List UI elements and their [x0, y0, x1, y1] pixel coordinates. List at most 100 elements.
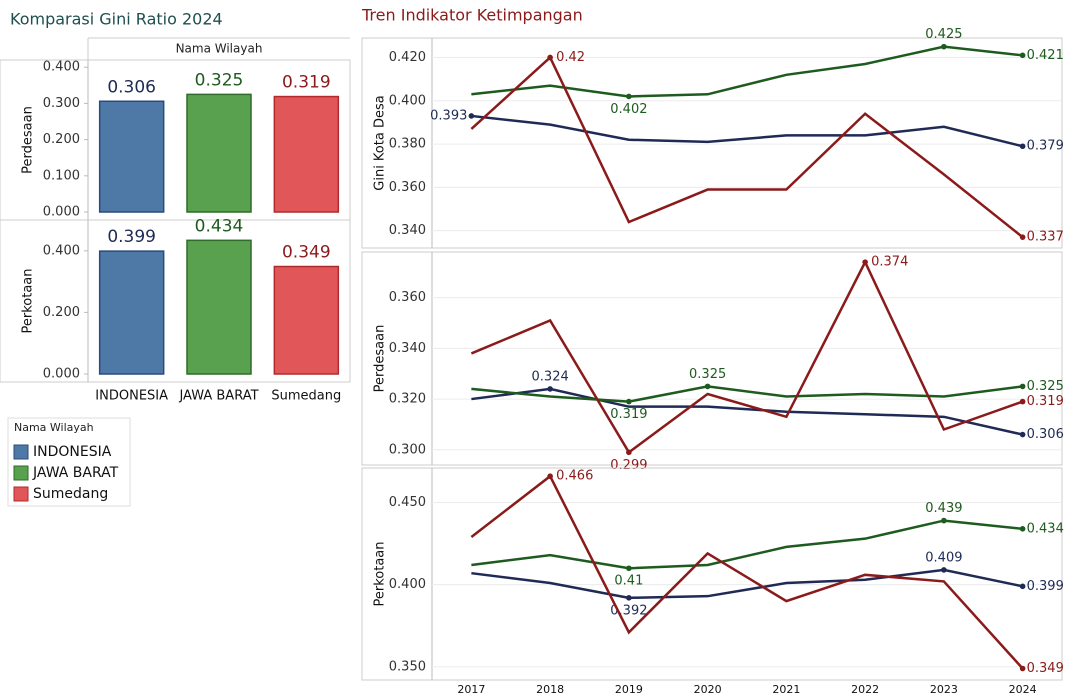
data-label: 0.337 — [1027, 230, 1064, 245]
point — [1019, 526, 1026, 532]
column-header: Nama Wilayah — [176, 42, 263, 56]
x-tick-label: 2022 — [851, 683, 879, 696]
y-tick-label: 0.400 — [389, 577, 426, 592]
legend-label: Sumedang — [33, 486, 108, 502]
y-tick-label: 0.360 — [389, 180, 426, 195]
y-tick-label: 0.400 — [43, 243, 80, 258]
legend-swatch — [13, 444, 29, 460]
point — [468, 113, 475, 119]
data-label: 0.325 — [689, 367, 726, 382]
bar — [98, 250, 165, 375]
data-label: 0.409 — [925, 550, 962, 565]
data-label: 0.325 — [1027, 379, 1064, 394]
y-axis-title: Perkotaan — [21, 268, 36, 333]
data-label: 0.402 — [610, 102, 647, 117]
x-tick-label: Sumedang — [271, 389, 341, 404]
data-label: 0.466 — [556, 469, 593, 484]
point — [1019, 431, 1026, 438]
series-line — [471, 114, 1023, 148]
bar-value-label: 0.399 — [107, 227, 156, 247]
bar-value-label: 0.319 — [282, 73, 331, 93]
bar — [273, 95, 340, 213]
series-line — [470, 474, 1024, 670]
series-line — [470, 259, 1024, 455]
series-line — [470, 55, 1024, 239]
bar-title: Komparasi Gini Ratio 2024 — [10, 10, 223, 29]
x-tick-label: 2019 — [615, 683, 643, 696]
point — [1019, 383, 1026, 390]
point — [626, 93, 632, 100]
series-line — [471, 519, 1023, 570]
data-label: 0.349 — [1027, 661, 1064, 676]
point — [626, 398, 632, 405]
legend-swatch — [13, 465, 29, 481]
point — [941, 517, 947, 524]
data-label: 0.41 — [614, 574, 643, 589]
panel-frame — [0, 219, 351, 383]
y-tick-label: 0.000 — [43, 205, 80, 220]
series-line — [471, 45, 1023, 98]
data-label: 0.399 — [1027, 579, 1064, 594]
bar — [273, 265, 340, 375]
bar — [186, 239, 252, 375]
x-tick-label: 2018 — [536, 683, 564, 696]
point — [1019, 143, 1026, 150]
y-tick-label: 0.000 — [43, 367, 80, 382]
y-tick-label: 0.450 — [389, 495, 426, 510]
legend-label: INDONESIA — [33, 444, 112, 460]
x-tick-label: JAWA BARAT — [178, 389, 258, 404]
data-label: 0.42 — [556, 50, 585, 65]
data-label: 0.434 — [1027, 521, 1064, 536]
point — [1019, 398, 1026, 405]
y-tick-label: 0.380 — [389, 137, 426, 152]
data-label: 0.319 — [610, 407, 647, 422]
x-tick-label: 2024 — [1009, 683, 1037, 696]
bar — [98, 100, 165, 213]
point — [941, 567, 947, 573]
data-label: 0.425 — [925, 27, 962, 42]
data-label: 0.374 — [871, 255, 908, 270]
panel-frame — [361, 37, 1063, 249]
point — [626, 595, 632, 601]
series-line — [471, 385, 1023, 403]
y-tick-label: 0.400 — [389, 93, 426, 108]
y-tick-label: 0.360 — [389, 290, 426, 305]
point — [547, 54, 553, 61]
bar-value-label: 0.434 — [195, 216, 244, 236]
data-label: 0.319 — [1027, 394, 1064, 409]
series-line — [471, 568, 1023, 600]
legend-frame — [7, 417, 131, 507]
x-tick-label: 2017 — [457, 683, 485, 696]
data-label: 0.421 — [1027, 48, 1064, 63]
data-label: 0.306 — [1027, 427, 1064, 442]
y-tick-label: 0.300 — [389, 442, 426, 457]
y-tick-label: 0.100 — [43, 168, 80, 183]
point — [1019, 583, 1026, 590]
legend-label: JAWA BARAT — [32, 465, 119, 481]
line-title: Tren Indikator Ketimpangan — [361, 6, 583, 25]
y-axis-title: Perkotaan — [373, 541, 388, 606]
point — [941, 43, 947, 50]
bar-value-label: 0.349 — [282, 243, 331, 263]
bar — [186, 93, 252, 213]
point — [626, 449, 632, 456]
y-tick-label: 0.350 — [389, 659, 426, 674]
y-tick-label: 0.300 — [43, 96, 80, 111]
y-axis-title: Perdesaan — [373, 325, 388, 393]
y-tick-label: 0.320 — [389, 392, 426, 407]
y-tick-label: 0.200 — [43, 305, 80, 320]
point — [1019, 234, 1026, 240]
point — [704, 383, 711, 390]
panel-frame — [361, 467, 1063, 681]
point — [547, 386, 553, 392]
series-line — [471, 387, 1023, 436]
bar-value-label: 0.325 — [195, 70, 244, 90]
y-axis-title: Gini Kota Desa — [373, 95, 388, 190]
x-tick-label: 2020 — [694, 683, 722, 696]
x-tick-label: 2023 — [930, 683, 958, 696]
y-axis-title: Perdesaan — [21, 106, 36, 174]
y-tick-label: 0.200 — [43, 132, 80, 147]
y-tick-label: 0.400 — [43, 60, 80, 75]
point — [862, 259, 868, 265]
y-tick-label: 0.420 — [389, 50, 426, 65]
